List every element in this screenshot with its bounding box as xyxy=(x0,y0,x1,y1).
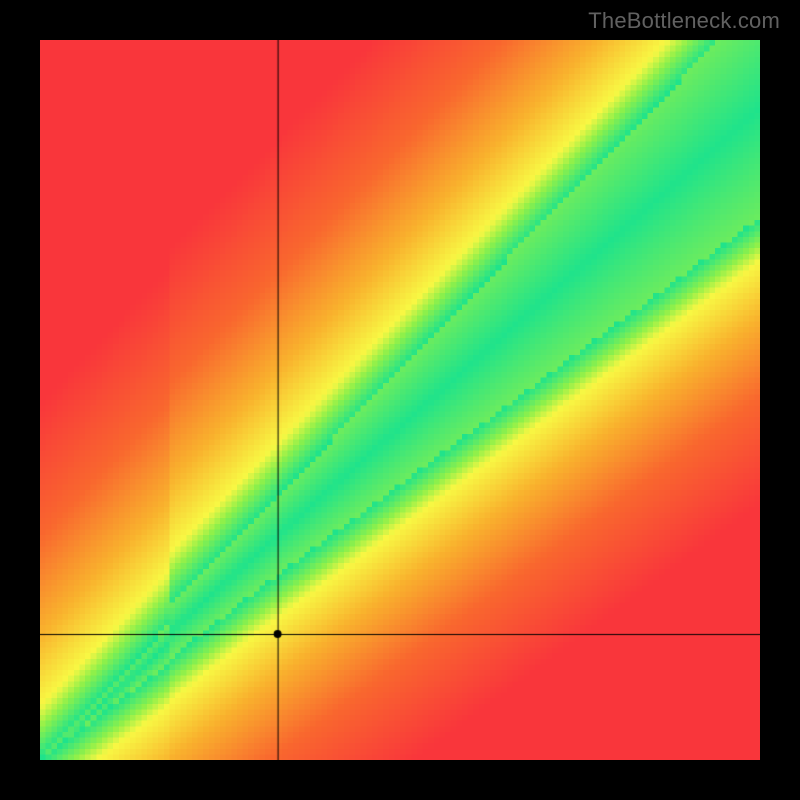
watermark-text: TheBottleneck.com xyxy=(588,8,780,34)
crosshair-overlay xyxy=(40,40,760,760)
chart-container: TheBottleneck.com xyxy=(0,0,800,800)
